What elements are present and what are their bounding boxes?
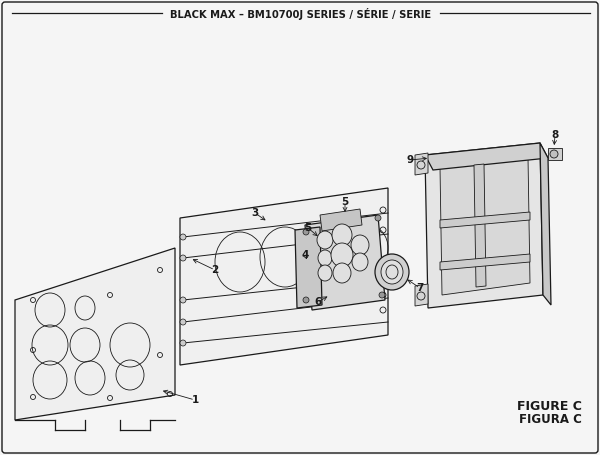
Ellipse shape [381,260,403,284]
Polygon shape [440,157,530,295]
Ellipse shape [318,265,332,281]
Ellipse shape [333,263,351,283]
Bar [548,148,562,160]
Ellipse shape [331,243,353,267]
Circle shape [379,292,385,298]
Circle shape [180,297,186,303]
Polygon shape [15,248,175,420]
Circle shape [375,215,381,221]
Circle shape [303,229,309,235]
Text: 5: 5 [304,223,311,233]
Text: 5: 5 [341,197,349,207]
Polygon shape [295,227,322,308]
Text: BLACK MAX – BM10700J SERIES / SÉRIE / SERIE: BLACK MAX – BM10700J SERIES / SÉRIE / SE… [170,7,431,20]
Polygon shape [440,212,530,228]
Polygon shape [305,215,385,310]
Circle shape [180,340,186,346]
Ellipse shape [375,254,409,290]
Polygon shape [474,164,486,287]
Ellipse shape [352,253,368,271]
Text: 7: 7 [416,283,424,293]
Text: 1: 1 [191,395,199,405]
Polygon shape [540,143,551,305]
Polygon shape [320,209,362,231]
Polygon shape [425,143,543,308]
Polygon shape [425,143,548,170]
Polygon shape [415,153,428,175]
Text: FIGURA C: FIGURA C [519,413,582,426]
Polygon shape [415,284,428,306]
Circle shape [550,150,558,158]
Ellipse shape [317,231,333,249]
Text: 3: 3 [251,208,259,218]
Circle shape [180,319,186,325]
Ellipse shape [318,250,332,266]
Polygon shape [180,188,388,365]
Text: 4: 4 [301,250,308,260]
Ellipse shape [332,224,352,246]
Polygon shape [440,254,530,270]
Text: 2: 2 [211,265,218,275]
Circle shape [180,255,186,261]
Ellipse shape [351,235,369,255]
Text: FIGURE C: FIGURE C [517,400,582,413]
Circle shape [303,297,309,303]
Text: 6: 6 [314,297,322,307]
Circle shape [180,234,186,240]
Text: 9: 9 [406,155,413,165]
Text: 8: 8 [551,130,559,140]
